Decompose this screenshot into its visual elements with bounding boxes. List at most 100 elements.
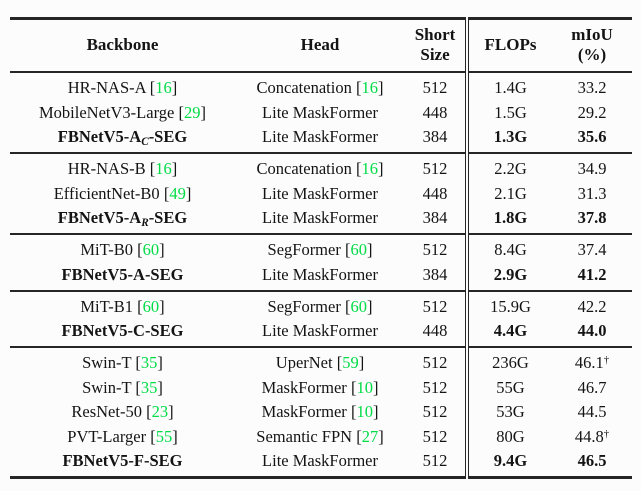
backbone-name: Swin-T [82,377,132,397]
miou-cell: 37.8 [577,208,607,227]
backbone-name: PVT-Larger [67,426,147,446]
head-cell: Semantic FPN [27] [256,426,384,446]
backbone-name: FBNetV5-AR-SEG [57,208,188,229]
citation-link[interactable]: 10 [356,377,373,397]
short-size-cell: 512 [422,426,448,446]
table-row: HR-NAS-A [16] Concatenation [16] 512 1.4G 33… [10,72,632,100]
citation-link[interactable]: 23 [151,402,169,421]
flops-cell: 236G [465,347,552,375]
table-row: Swin-T [35] UperNet [59] 512 236G 46.1† [10,347,632,375]
results-table: Backbone Head Short Size FLOPs mIoU (%) HR-NAS… [10,17,632,479]
citation-link[interactable]: 60 [142,296,160,316]
miou-cell: 44.5 [577,402,607,421]
miou-cell: 41.2 [577,264,607,284]
citation-link[interactable]: 35 [140,353,158,372]
backbone-name: FBNetV5-C-SEG [61,321,184,340]
table-row: FBNetV5-AC-SEG Lite MaskFormer 384 1.3G 35.6 [10,124,632,154]
backbone-cell: MobileNetV3-Large [29] [39,102,206,122]
citation-link[interactable]: 16 [155,159,172,178]
short-size-cell: 448 [422,102,448,122]
citation-link[interactable]: 55 [155,426,173,446]
table-row: Swin-T [35] MaskFormer [10] 512 55G 46.7 [10,375,632,400]
miou-cell: 33.2 [577,78,607,97]
table-row: MobileNetV3-Large [29] Lite MaskFormer 448… [10,100,632,125]
backbone-name: FBNetV5-AC-SEG [57,127,188,148]
short-size-cell: 384 [422,264,448,284]
table-row: EfficientNet-B0 [49] Lite MaskFormer 448 2.… [10,181,632,206]
backbone-cell: HR-NAS-A [16] [67,78,178,97]
head-cell: SegFormer [60] [267,240,373,259]
citation-link[interactable]: 16 [361,159,378,178]
citation-link[interactable]: 59 [342,353,359,372]
short-size-cell: 512 [422,296,448,316]
flops-cell: 1.5G [465,100,552,125]
miou-cell: 44.8† [574,426,610,446]
citation-link[interactable]: 49 [169,183,186,203]
backbone-cell: FBNetV5-F-SEG [10,449,235,478]
citation-link[interactable]: 60 [350,240,367,259]
short-size-cell: 384 [422,127,448,146]
flops-cell: 9.4G [465,448,552,478]
flops-cell: 2.2G [465,153,552,181]
head-cell: Lite MaskFormer [262,183,378,203]
citation-link[interactable]: 16 [361,78,378,97]
citation-link[interactable]: 16 [155,78,172,97]
backbone-cell: Swin-T [35] [82,377,163,397]
head-cell: UperNet [59] [275,353,365,372]
backbone-name: MobileNetV3-Large [39,102,175,122]
miou-cell: 34.9 [577,159,607,178]
column-header-backbone: Backbone [10,18,235,73]
backbone-cell: PVT-Larger [55] [67,426,178,446]
head-cell: Concatenation [16] [256,159,384,178]
table-group-4: MiT-B1 [60] SegFormer [60] 512 15.9G 42.2 FBN… [10,290,632,347]
miou-cell: 46.5 [577,451,607,470]
short-size-cell: 512 [422,240,448,259]
miou-cell: 37.4 [577,240,607,259]
flops-cell: 1.4G [465,72,552,100]
head-cell: Lite MaskFormer [262,127,378,146]
table-group-1: HR-NAS-A [16] Concatenation [16] 512 1.4G 33… [10,72,632,153]
miou-cell: 31.3 [577,183,607,203]
table-row: FBNetV5-F-SEG Lite MaskFormer 512 9.4G 46.5 [10,448,632,478]
table-row: PVT-Larger [55] Semantic FPN [27] 512 80G 44… [10,424,632,449]
dagger-footnote-mark: † [603,427,610,440]
backbone-name: FBNetV5-A-SEG [61,264,184,284]
column-header-miou: mIoU (%) [552,18,632,73]
head-cell: MaskFormer [10] [261,377,379,397]
backbone-name: EfficientNet-B0 [53,183,160,203]
backbone-cell: MiT-B0 [60] [80,240,165,259]
head-cell: MaskFormer [10] [261,402,379,421]
citation-link[interactable]: 60 [142,240,160,259]
flops-cell: 55G [465,375,552,400]
flops-cell: 80G [465,424,552,449]
short-size-cell: 512 [422,353,448,372]
citation-link[interactable]: 27 [361,426,379,446]
table-row: FBNetV5-A-SEG Lite MaskFormer 384 2.9G 41.2 [10,262,632,291]
short-size-cell: 448 [422,183,448,203]
table-group-5: Swin-T [35] UperNet [59] 512 236G 46.1† Swin-… [10,347,632,478]
backbone-cell: FBNetV5-AR-SEG [10,206,235,235]
flops-cell: 2.1G [465,181,552,206]
citation-link[interactable]: 29 [183,102,201,122]
citation-link[interactable]: 35 [140,377,158,397]
column-header-head: Head [235,18,405,73]
head-cell: Lite MaskFormer [262,264,378,284]
backbone-cell: FBNetV5-AC-SEG [10,125,235,154]
table-group-2: HR-NAS-B [16] Concatenation [16] 512 2.2G 34… [10,153,632,234]
backbone-name: HR-NAS-B [67,159,146,178]
head-cell: Concatenation [16] [256,78,384,97]
head-cell: Lite MaskFormer [262,102,378,122]
head-cell: Lite MaskFormer [262,208,378,227]
citation-link[interactable]: 60 [350,296,367,316]
backbone-name: HR-NAS-A [67,78,146,97]
backbone-subscript: R [141,217,149,229]
short-size-cell: 512 [422,78,448,97]
miou-cell: 35.6 [577,127,607,146]
table-row: FBNetV5-AR-SEG Lite MaskFormer 384 1.8G 37.8 [10,205,632,235]
table-header: Backbone Head Short Size FLOPs mIoU (%) [10,18,632,73]
flops-cell: 2.9G [465,262,552,291]
short-size-cell: 448 [422,321,448,340]
citation-link[interactable]: 10 [356,402,373,421]
flops-cell: 1.3G [465,124,552,153]
